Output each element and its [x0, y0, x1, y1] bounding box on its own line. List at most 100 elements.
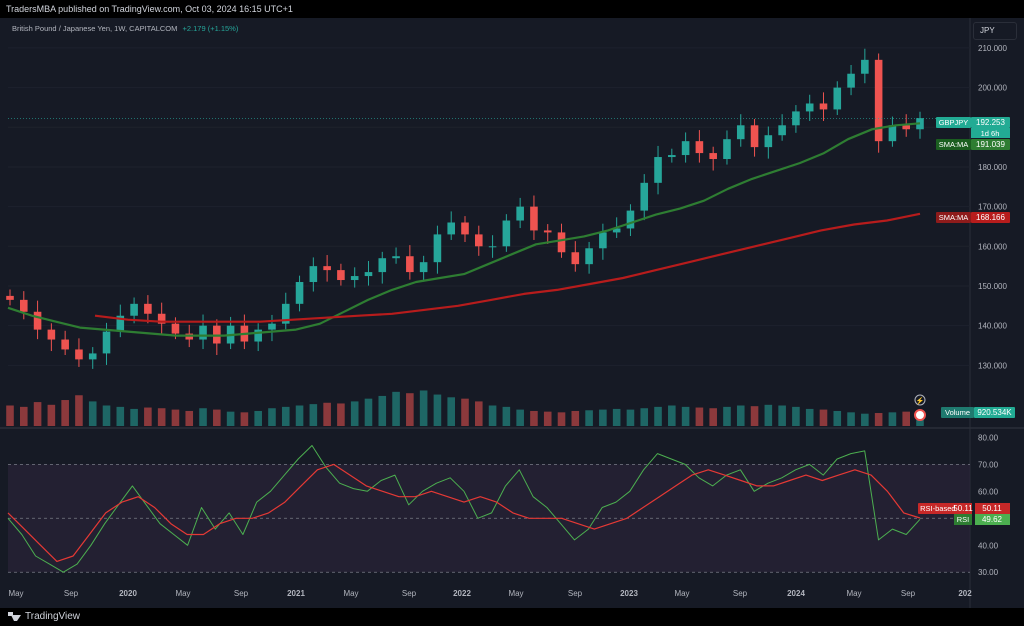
volume-bar	[295, 405, 304, 426]
volume-bar	[144, 407, 152, 426]
sma-slow-badge-label: SMA:MA	[939, 213, 969, 222]
candle-body	[612, 228, 621, 233]
tradingview-logo[interactable]: TradingView	[8, 611, 80, 622]
volume-bar	[6, 405, 14, 426]
volume-bar	[888, 412, 897, 426]
currency-button[interactable]: JPY	[973, 22, 1017, 40]
price-tick-label: 160.000	[978, 242, 1007, 251]
candle-body	[874, 59, 883, 142]
volume-bar	[612, 408, 621, 426]
candle-body	[640, 182, 649, 211]
candle-body	[723, 139, 731, 160]
time-axis-label: 2024	[787, 589, 805, 598]
candle-body	[557, 232, 566, 253]
volume-bar	[681, 406, 690, 426]
volume-bar	[130, 408, 138, 426]
sma-fast-badge-value: 191.039	[976, 140, 1005, 149]
rsi-line	[7, 445, 921, 573]
rsi-ma-axis-value: 50.11	[982, 504, 1002, 513]
candle-body	[764, 135, 773, 148]
candle-body	[516, 206, 524, 221]
candle-body	[902, 125, 911, 130]
volume-bar	[668, 405, 676, 426]
volume-bar	[819, 409, 828, 426]
volume-bar	[61, 400, 69, 426]
rsi-ma-value: 50.11	[953, 504, 973, 513]
candle-body	[805, 103, 814, 112]
volume-bar	[350, 401, 359, 426]
sma-fast-badge-label: SMA:MA	[939, 140, 969, 149]
candle-body	[378, 258, 387, 273]
time-axis-label: May	[846, 589, 861, 598]
sma-slow-badge-label-bg	[936, 212, 971, 223]
price-tick-label: 180.000	[978, 163, 1007, 172]
volume-bar	[557, 412, 566, 426]
candle-body	[61, 339, 69, 350]
volume-bar	[185, 410, 194, 426]
candle-body	[530, 206, 538, 231]
time-axis-label: May	[674, 589, 689, 598]
symbol-change: +2.179 (+1.15%)	[182, 24, 239, 33]
candle-body	[171, 323, 180, 334]
candle-body	[254, 329, 262, 342]
lightning-icon[interactable]	[914, 394, 926, 406]
candle-body	[709, 153, 717, 160]
rsi-label: RSI	[957, 515, 970, 524]
volume-bar	[102, 405, 111, 426]
rsi-tick-label: 60.00	[978, 487, 999, 496]
candle-body	[6, 295, 14, 300]
alert-dot-icon[interactable]	[914, 409, 926, 421]
volume-bar	[433, 394, 442, 426]
rsi-tick-label: 40.00	[978, 541, 999, 550]
volume-bar	[474, 401, 483, 426]
candle-body	[792, 111, 800, 126]
candle-body	[571, 252, 580, 265]
candle-body	[309, 266, 318, 283]
price-tick-label: 150.000	[978, 282, 1007, 291]
symbol-legend[interactable]: British Pound / Japanese Yen, 1W, CAPITA…	[12, 24, 238, 33]
candle-body	[888, 125, 897, 142]
time-axis-label: 2020	[119, 589, 137, 598]
sma-slow-line	[94, 212, 921, 323]
time-axis-label: Sep	[64, 589, 79, 598]
gbpjpy-badge-value-bg	[971, 117, 1010, 128]
footer-bar	[0, 608, 1024, 626]
candle-body	[681, 141, 690, 156]
rsi-label-bg	[954, 514, 972, 525]
candle-body	[323, 266, 331, 271]
candle-body	[130, 303, 138, 316]
volume-bar	[502, 406, 511, 426]
candle-body	[295, 282, 304, 304]
volume-bar	[750, 406, 759, 426]
candle-body	[736, 125, 745, 140]
volume-bar	[461, 398, 469, 426]
candle-body	[364, 272, 373, 277]
volume-bar	[254, 410, 262, 426]
volume-bar	[268, 408, 276, 426]
candle-body	[199, 325, 207, 340]
volume-bar	[861, 413, 869, 426]
candle-body	[88, 353, 97, 360]
volume-bar	[19, 406, 28, 426]
candle-body	[268, 323, 276, 330]
candle-body	[447, 222, 456, 235]
volume-bar	[902, 411, 911, 426]
volume-bar	[75, 395, 83, 426]
volume-bar	[226, 411, 235, 426]
publisher-bar: TradersMBA published on TradingView.com,…	[0, 0, 1024, 18]
candle-body	[102, 331, 111, 354]
volume-bar	[213, 409, 221, 426]
time-axis-label: 2021	[287, 589, 305, 598]
candle-body	[819, 103, 828, 110]
candle-body	[19, 299, 28, 312]
candle-body	[47, 329, 56, 340]
candle-body	[654, 157, 662, 183]
candle-body	[750, 125, 759, 148]
sma-slow-badge-value-bg	[971, 212, 1010, 223]
time-axis-label: May	[343, 589, 358, 598]
candle-body	[419, 262, 428, 273]
volume-bar	[654, 406, 662, 426]
volume-bar	[599, 409, 607, 426]
volume-bar	[640, 408, 649, 426]
